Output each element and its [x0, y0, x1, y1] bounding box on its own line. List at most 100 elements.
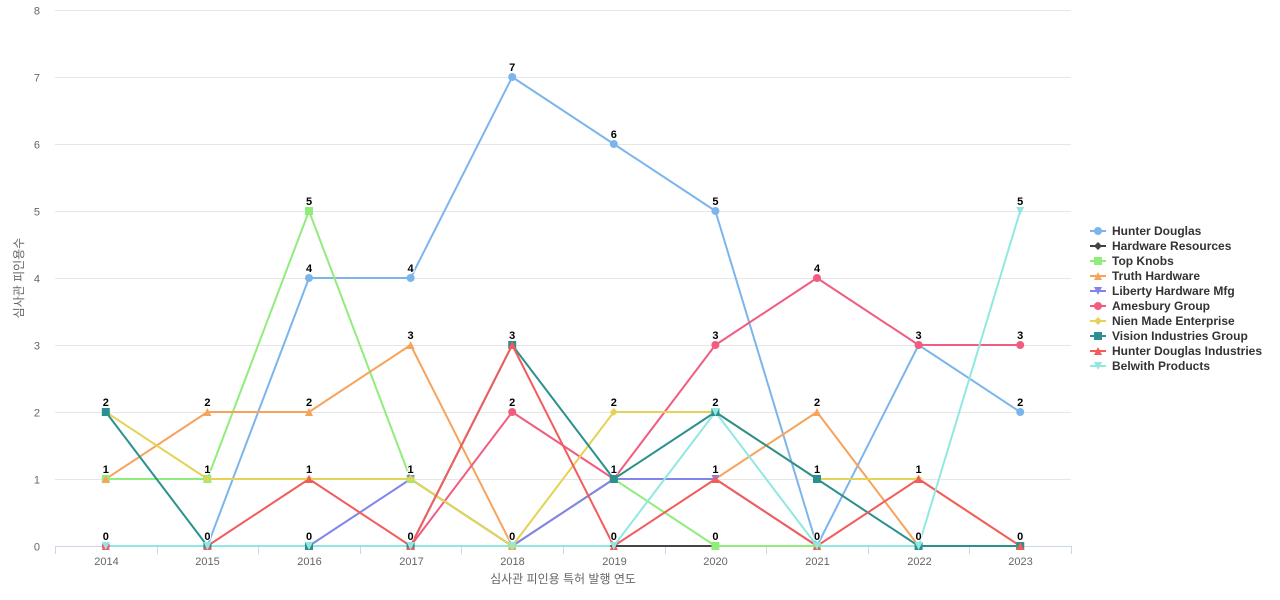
data-point — [609, 475, 618, 483]
y-tick-label: 5 — [34, 207, 40, 219]
series-lines — [104, 76, 1022, 547]
legend-marker — [1094, 316, 1102, 325]
data-label: 1 — [204, 464, 210, 476]
series-line — [104, 411, 1022, 547]
data-point — [914, 542, 923, 550]
series-line — [104, 210, 1022, 547]
series-line — [104, 76, 1022, 547]
data-label: 2 — [712, 397, 718, 409]
y-tick-label: 7 — [34, 73, 40, 85]
legend: Hunter Douglas Hardware Resources Top Knob… — [1090, 223, 1262, 373]
legend-marker — [1094, 256, 1102, 265]
legend-item[interactable]: Hunter Douglas Industries — [1090, 343, 1262, 358]
data-label: 2 — [611, 397, 617, 409]
legend-symbol — [1090, 271, 1106, 280]
legend-label: Truth Hardware — [1112, 268, 1201, 283]
legend-item[interactable]: Nien Made Enterprise — [1090, 313, 1262, 328]
x-tick-label: 2021 — [805, 556, 829, 568]
data-label: 5 — [1017, 196, 1023, 208]
series-line — [104, 210, 1022, 547]
y-tick-label: 3 — [34, 341, 40, 353]
data-label: 3 — [408, 330, 414, 342]
data-point — [711, 207, 720, 215]
series-markers — [101, 73, 1025, 550]
legend-item[interactable]: Hunter Douglas — [1090, 223, 1262, 238]
data-label: 4 — [408, 263, 415, 275]
data-label: 2 — [204, 397, 210, 409]
legend-label: Hunter Douglas — [1112, 223, 1202, 238]
data-point — [1016, 207, 1025, 215]
data-point — [609, 542, 618, 550]
data-point — [813, 475, 821, 483]
data-labels: 2 1 0 2 1 0 5 4 2 1 0 4 3 1 0 7 3 2 0 6 2 1 0 5 3 2 1 0 4 2 1 0 3 1 0 5 3 2 0 — [102, 61, 1025, 544]
legend-label: Top Knobs — [1112, 253, 1174, 268]
legend-marker — [1094, 286, 1102, 295]
legend-label: Belwith Products — [1112, 358, 1211, 373]
data-point — [406, 475, 415, 483]
x-axis-title: 심사관 피인용 특허 발행 연도 — [490, 571, 636, 586]
x-tick-label: 2019 — [602, 556, 626, 568]
legend-label: Liberty Hardware Mfg — [1112, 283, 1235, 298]
legend-label: Hunter Douglas Industries — [1112, 343, 1263, 358]
x-tick-label: 2018 — [500, 556, 524, 568]
legend-label: Vision Industries Group — [1112, 328, 1248, 343]
series-line — [104, 478, 1022, 547]
data-point — [609, 140, 618, 148]
data-point — [203, 408, 212, 416]
legend-label: Hardware Resources — [1112, 238, 1232, 253]
x-tick-label: 2016 — [297, 556, 321, 568]
legend-symbol — [1090, 241, 1106, 250]
y-tick-label: 6 — [34, 140, 40, 152]
data-label: 1 — [814, 464, 820, 476]
data-point — [406, 274, 415, 282]
legend-item[interactable]: Truth Hardware — [1090, 268, 1262, 283]
data-point — [305, 274, 313, 282]
data-point — [1016, 407, 1025, 417]
legend-item[interactable]: Hardware Resources — [1090, 238, 1262, 253]
legend-symbol — [1090, 316, 1106, 325]
data-point — [305, 207, 313, 215]
data-point — [305, 542, 313, 550]
legend-label: Amesbury Group — [1112, 298, 1211, 313]
data-label: 1 — [408, 464, 414, 476]
y-tick-label: 4 — [34, 274, 40, 286]
data-label: 7 — [509, 62, 515, 74]
data-point — [1016, 542, 1025, 550]
legend-item[interactable]: Vision Industries Group — [1090, 328, 1262, 343]
legend-symbol — [1090, 346, 1106, 355]
x-tick-label: 2017 — [399, 556, 423, 568]
data-point — [203, 542, 212, 550]
data-label: 0 — [611, 531, 617, 543]
data-label: 3 — [916, 330, 922, 342]
legend-symbol — [1090, 226, 1106, 235]
data-point — [406, 542, 415, 550]
data-label: 0 — [103, 531, 109, 543]
data-label: 0 — [1017, 531, 1023, 543]
data-label: 3 — [509, 330, 515, 342]
legend-item[interactable]: Amesbury Group — [1090, 298, 1262, 313]
x-tick-label: 2022 — [907, 556, 931, 568]
data-point — [305, 475, 313, 483]
data-label: 1 — [712, 464, 718, 476]
data-label: 0 — [204, 531, 210, 543]
data-point — [914, 341, 923, 349]
legend-marker — [1094, 241, 1102, 250]
data-label: 3 — [1017, 330, 1023, 342]
legend-symbol — [1090, 301, 1106, 310]
data-point — [305, 408, 313, 416]
x-tick-label: 2014 — [94, 556, 118, 568]
data-point — [711, 542, 720, 550]
legend-item[interactable]: Liberty Hardware Mfg — [1090, 283, 1262, 298]
data-label: 5 — [712, 196, 718, 208]
legend-item[interactable]: Top Knobs — [1090, 253, 1262, 268]
legend-marker — [1094, 346, 1102, 355]
legend-symbol — [1090, 286, 1106, 295]
x-tick-label: 2015 — [195, 556, 219, 568]
legend-item[interactable]: Belwith Products — [1090, 358, 1262, 373]
data-point — [508, 408, 517, 416]
data-label: 2 — [509, 397, 515, 409]
data-label: 4 — [814, 263, 821, 275]
legend-symbol — [1090, 361, 1106, 370]
legend-label: Nien Made Enterprise — [1112, 313, 1235, 328]
